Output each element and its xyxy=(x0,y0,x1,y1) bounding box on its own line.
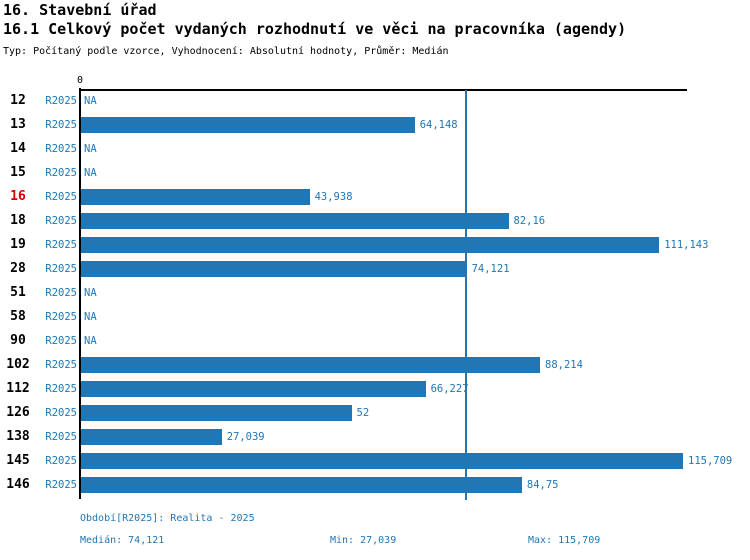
footer-min: Min: 27,039 xyxy=(330,535,397,546)
row-id-label: 19 xyxy=(10,237,26,252)
row-value-label: 84,75 xyxy=(526,479,559,491)
bar-row: 13 R2025 64,148 xyxy=(0,113,750,137)
row-period-label: R2025 xyxy=(45,167,77,179)
row-period-label: R2025 xyxy=(45,383,77,395)
row-id-label: 13 xyxy=(10,117,26,132)
x-axis-top-line xyxy=(80,89,687,91)
bar-row: 19 R2025 111,143 xyxy=(0,233,750,257)
bar-row: 138 R2025 27,039 xyxy=(0,425,750,449)
y-axis-line xyxy=(79,88,81,499)
row-period-label: R2025 xyxy=(45,239,77,251)
row-period-label: R2025 xyxy=(45,263,77,275)
footer-median: Medián: 74,121 xyxy=(80,535,165,546)
row-id-label: 138 xyxy=(6,429,30,444)
row-period-label: R2025 xyxy=(45,95,77,107)
bar-row: 126 R2025 52 xyxy=(0,401,750,425)
row-period-label: R2025 xyxy=(45,479,77,491)
row-id-label: 58 xyxy=(10,309,26,324)
bar-row: 112 R2025 66,227 xyxy=(0,377,750,401)
bar-row: 145 R2025 115,709 xyxy=(0,449,750,473)
row-value-label: 82,16 xyxy=(513,215,546,227)
row-value-label: NA xyxy=(84,287,97,299)
footer-period: Období[R2025]: Realita - 2025 xyxy=(80,513,255,524)
row-period-label: R2025 xyxy=(45,311,77,323)
chart-subtitle: Typ: Počítaný podle vzorce, Vyhodnocení:… xyxy=(3,46,449,57)
row-period-label: R2025 xyxy=(45,215,77,227)
row-value-label: 88,214 xyxy=(545,359,583,371)
row-id-label: 15 xyxy=(10,165,26,180)
row-value-label: 115,709 xyxy=(688,455,733,467)
row-id-label: 145 xyxy=(6,453,30,468)
row-period-label: R2025 xyxy=(45,431,77,443)
row-value-label: NA xyxy=(84,95,97,107)
row-period-label: R2025 xyxy=(45,359,77,371)
row-bar xyxy=(81,261,467,277)
bar-row: 12 R2025 NA xyxy=(0,89,750,113)
bar-row: 58 R2025 NA xyxy=(0,305,750,329)
row-id-label: 126 xyxy=(6,405,30,420)
row-bar xyxy=(81,189,310,205)
row-value-label: NA xyxy=(84,167,97,179)
row-bar xyxy=(81,405,352,421)
bar-row: 146 R2025 84,75 xyxy=(0,473,750,497)
row-id-label: 28 xyxy=(10,261,26,276)
bar-row: 28 R2025 74,121 xyxy=(0,257,750,281)
row-id-label: 18 xyxy=(10,213,26,228)
row-value-label: NA xyxy=(84,335,97,347)
row-id-label: 90 xyxy=(10,333,26,348)
row-bar xyxy=(81,213,509,229)
row-bar xyxy=(81,381,426,397)
row-period-label: R2025 xyxy=(45,143,77,155)
bar-row: 51 R2025 NA xyxy=(0,281,750,305)
row-value-label: NA xyxy=(84,143,97,155)
row-bar xyxy=(81,117,415,133)
row-id-label: 12 xyxy=(10,93,26,108)
row-bar xyxy=(81,453,683,469)
row-id-label: 146 xyxy=(6,477,30,492)
footer-max: Max: 115,709 xyxy=(528,535,601,546)
bar-row: 14 R2025 NA xyxy=(0,137,750,161)
report-section-title: 16. Stavební úřad xyxy=(3,1,157,19)
row-value-label: NA xyxy=(84,311,97,323)
row-bar xyxy=(81,477,522,493)
row-value-label: 74,121 xyxy=(471,263,510,275)
bar-row: 102 R2025 88,214 xyxy=(0,353,750,377)
row-bar xyxy=(81,237,660,253)
row-period-label: R2025 xyxy=(45,407,77,419)
row-period-label: R2025 xyxy=(45,119,77,131)
row-bar xyxy=(81,357,540,373)
median-line xyxy=(464,90,467,500)
row-id-label: 14 xyxy=(10,141,26,156)
row-period-label: R2025 xyxy=(45,287,77,299)
row-value-label: 43,938 xyxy=(314,191,353,203)
bar-row: 15 R2025 NA xyxy=(0,161,750,185)
row-bar xyxy=(81,429,222,445)
row-id-label: 51 xyxy=(10,285,26,300)
row-value-label: 27,039 xyxy=(226,431,265,443)
bar-row: 18 R2025 82,16 xyxy=(0,209,750,233)
bar-row: 16 R2025 43,938 xyxy=(0,185,750,209)
bar-row: 90 R2025 NA xyxy=(0,329,750,353)
row-value-label: 52 xyxy=(356,407,370,419)
row-period-label: R2025 xyxy=(45,335,77,347)
row-value-label: 66,227 xyxy=(430,383,469,395)
row-value-label: 64,148 xyxy=(419,119,458,131)
row-id-label: 16 xyxy=(10,189,26,204)
row-period-label: R2025 xyxy=(45,455,77,467)
row-value-label: 111,143 xyxy=(664,239,709,251)
row-id-label: 102 xyxy=(6,357,30,372)
row-period-label: R2025 xyxy=(45,191,77,203)
axis-origin-label: 0 xyxy=(76,75,84,86)
chart-title: 16.1 Celkový počet vydaných rozhodnutí v… xyxy=(3,20,627,38)
row-id-label: 112 xyxy=(6,381,30,396)
